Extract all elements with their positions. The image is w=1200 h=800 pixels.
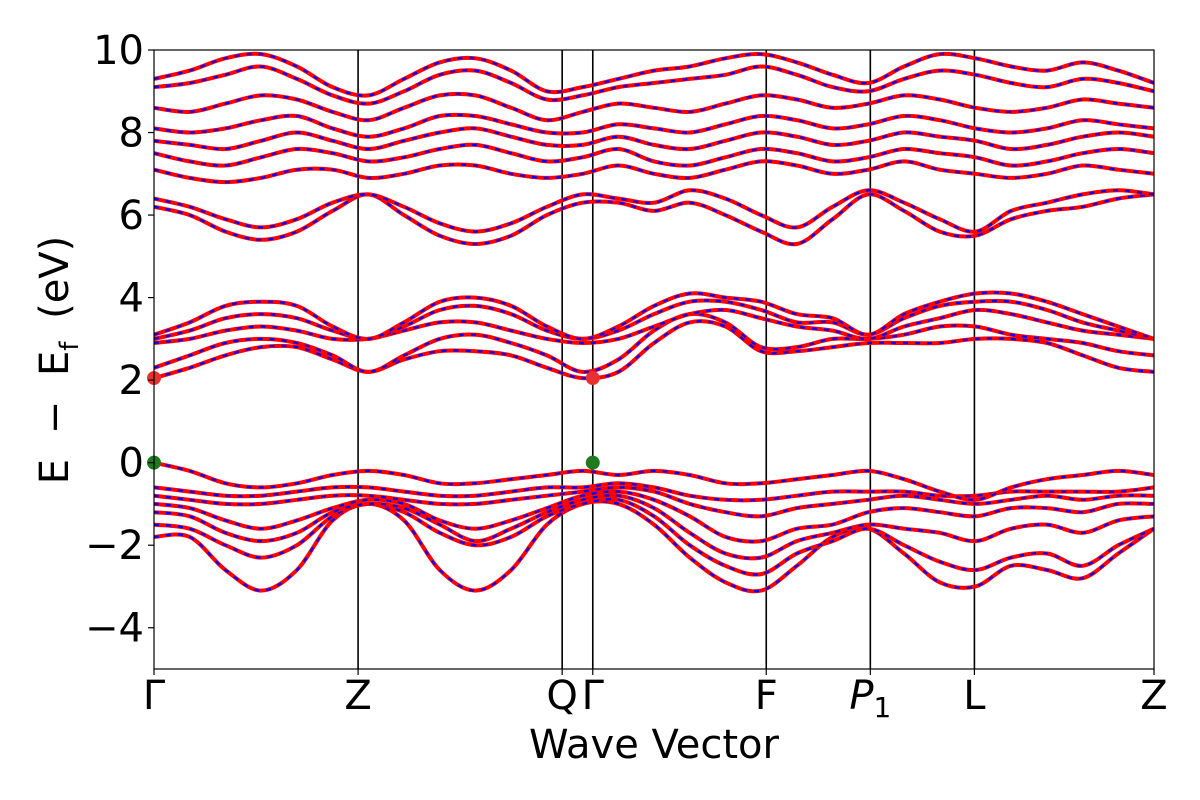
band-line-dashed	[154, 461, 1154, 501]
band-line-dashed	[154, 92, 1154, 122]
band-line-dashed	[154, 308, 1154, 345]
y-tick-label: −2	[85, 523, 144, 569]
x-tick-label: Γ	[582, 673, 605, 719]
y-tick-label: −4	[85, 606, 144, 652]
y-tick-label: 6	[119, 193, 144, 239]
cbm-marker	[585, 371, 600, 386]
band-line	[154, 51, 1154, 98]
x-tick-label: Q	[546, 673, 577, 719]
y-axis-title: E − Ef (eV)	[32, 236, 88, 485]
y-tick-label: 8	[119, 111, 144, 157]
band-line	[154, 499, 1154, 594]
band-line	[154, 319, 1154, 381]
x-axis-ticks: Γ Z Q Γ F P1 L Z	[143, 669, 1168, 724]
band-line	[154, 192, 1154, 247]
y-tick-label: 4	[119, 276, 144, 322]
x-axis-title: Wave Vector	[529, 722, 780, 768]
x-tick-label: L	[963, 673, 986, 719]
band-line-dashed	[154, 143, 1154, 167]
band-line-dashed	[154, 160, 1154, 184]
x-tick-label: Z	[1140, 673, 1167, 719]
x-tick-label: P1	[849, 673, 891, 724]
vbm-marker	[585, 455, 600, 470]
x-tick-label: Z	[344, 673, 371, 719]
band-line-dashed	[154, 52, 1154, 97]
band-line	[154, 188, 1154, 234]
band-line-dashed	[154, 486, 1154, 518]
band-line-dashed	[154, 113, 1154, 138]
band-line-dashed	[154, 490, 1154, 543]
kpoint-lines	[357, 50, 976, 669]
extrema-points	[147, 371, 600, 470]
band-line-dashed	[154, 482, 1154, 502]
x-tick-label: Γ	[143, 673, 166, 719]
band-line-dashed	[154, 498, 1154, 576]
band-line-dashed	[154, 494, 1154, 560]
y-tick-label: 2	[119, 358, 144, 404]
band-line	[154, 64, 1154, 106]
y-tick-label: 10	[93, 28, 144, 74]
band-line	[154, 298, 1154, 341]
y-axis-ticks: −4 −2 0 2 4 6 8 10	[85, 28, 154, 652]
band-lines	[154, 51, 1154, 594]
plot-frame	[153, 49, 1155, 670]
band-line-dashed	[154, 127, 1154, 151]
y-tick-label: 0	[119, 441, 144, 487]
band-line	[154, 311, 1154, 374]
band-line-dashed	[154, 291, 1154, 341]
band-line	[154, 460, 1154, 502]
x-tick-label: F	[755, 673, 778, 719]
